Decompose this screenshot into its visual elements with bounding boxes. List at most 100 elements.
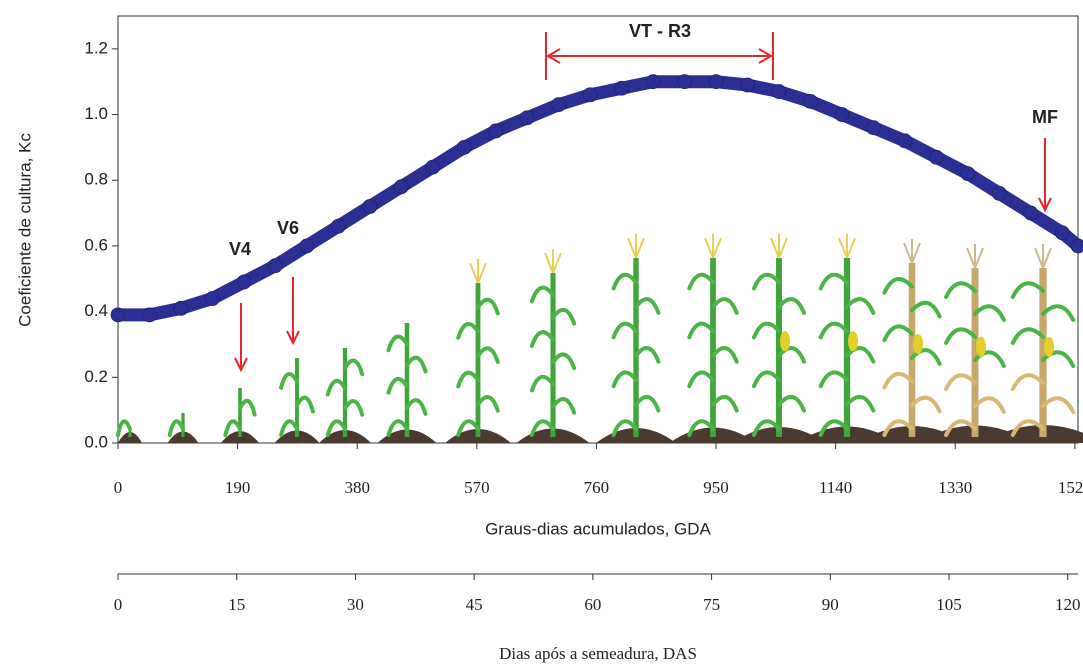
leaf <box>223 419 242 437</box>
leaf <box>456 322 480 340</box>
x-tick-label: 380 <box>344 478 370 497</box>
leaf <box>476 346 500 364</box>
kc-point <box>740 77 755 93</box>
ear <box>976 336 986 357</box>
leaf <box>611 419 638 437</box>
leaf <box>343 399 365 417</box>
x-tick-label: 0 <box>114 478 123 497</box>
leaf <box>777 346 806 364</box>
leaf <box>551 397 577 415</box>
leaf <box>611 321 638 340</box>
kc-point <box>614 80 630 96</box>
leaf <box>529 419 555 437</box>
soil <box>118 432 142 443</box>
leaf <box>687 272 715 291</box>
ear <box>913 334 923 354</box>
leaf <box>818 419 849 437</box>
plant-illustrations <box>116 234 1083 443</box>
leaf <box>777 394 806 413</box>
kc-point <box>488 123 504 139</box>
x2-tick-label: 15 <box>228 595 245 614</box>
kc-point <box>582 87 598 103</box>
x2-tick-label: 120 <box>1055 595 1081 614</box>
leaf <box>1010 373 1045 391</box>
kc-point <box>645 74 661 90</box>
leaf <box>752 370 781 389</box>
y-axis-label: Coeficiente de cultura, Kc <box>15 133 34 327</box>
soil <box>982 425 1083 443</box>
tassel <box>838 234 856 259</box>
leaf <box>295 395 315 414</box>
leaf <box>116 419 132 437</box>
leaf <box>944 419 977 437</box>
kc-point <box>551 97 567 113</box>
leaf <box>882 277 914 295</box>
leaf <box>167 419 185 437</box>
arrow-head <box>546 48 561 64</box>
tassel <box>704 234 722 259</box>
leaf <box>1041 304 1076 322</box>
leaf <box>910 395 942 414</box>
annotation: V6 <box>277 218 299 238</box>
kc-point <box>330 218 346 234</box>
kc-point <box>362 199 378 214</box>
tassel <box>903 239 921 264</box>
leaf <box>456 370 480 389</box>
x2-tick-label: 90 <box>822 595 839 614</box>
soil <box>167 431 199 443</box>
kc-point <box>110 307 126 323</box>
leaf <box>752 321 781 340</box>
y-tick-label: 0.2 <box>84 367 108 386</box>
leaf <box>325 419 347 437</box>
kc-point <box>897 133 913 149</box>
leaf <box>529 374 555 393</box>
leaf <box>551 352 577 371</box>
leaf <box>238 398 257 417</box>
kc-point <box>205 291 220 306</box>
leaf <box>752 272 781 291</box>
leaf <box>944 327 977 345</box>
leaf <box>1041 350 1076 368</box>
leaf <box>752 419 781 437</box>
leaf <box>456 419 480 437</box>
y-tick-label: 0.0 <box>84 432 108 451</box>
x-tick-label: 1140 <box>819 478 852 497</box>
leaf <box>405 355 428 374</box>
leaf <box>476 395 500 413</box>
leaf <box>944 281 977 299</box>
kc-line <box>111 75 1083 322</box>
kc-point <box>456 139 472 155</box>
arrow-head <box>1038 197 1052 213</box>
leaf <box>1010 281 1045 299</box>
kc-point <box>393 179 409 195</box>
kc-point <box>267 258 283 274</box>
kc-point <box>708 74 724 90</box>
leaf <box>910 348 942 366</box>
leaf <box>910 300 942 319</box>
x-tick-label: 570 <box>464 478 490 497</box>
kc-point <box>866 120 881 136</box>
leaf <box>973 396 1006 414</box>
tassel <box>770 234 788 259</box>
leaf <box>279 419 299 437</box>
kc-point <box>677 74 692 90</box>
leaf <box>551 307 577 326</box>
kc-point <box>142 307 157 323</box>
leaf <box>325 378 347 397</box>
leaf <box>611 272 638 291</box>
x2-axis-label: Dias após a semeadura, DAS <box>499 644 697 663</box>
leaf <box>687 321 715 340</box>
arrow-head <box>758 48 773 64</box>
kc-point <box>960 166 976 182</box>
leaf <box>845 297 876 315</box>
x2-tick-label: 60 <box>584 595 601 614</box>
leaf <box>611 370 638 389</box>
leaf <box>711 394 739 413</box>
leaf <box>529 285 555 304</box>
tassel <box>1034 244 1052 269</box>
leaf <box>634 346 661 364</box>
x2-tick-label: 105 <box>936 595 962 614</box>
leaf <box>882 324 914 343</box>
